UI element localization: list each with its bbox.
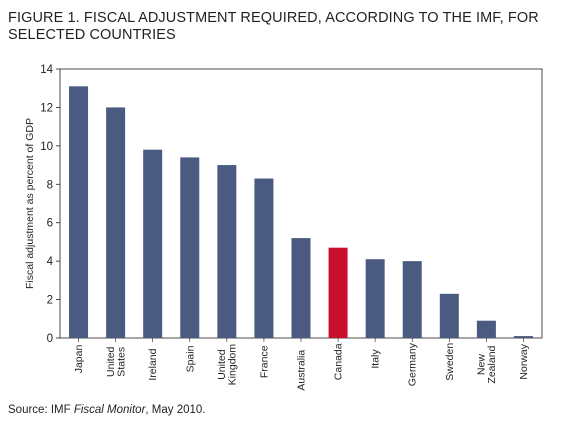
x-tick-label-line: Sweden bbox=[444, 343, 456, 381]
x-tick-label-line: Germany bbox=[407, 342, 419, 386]
bar bbox=[217, 165, 237, 338]
x-tick-label-line: France bbox=[258, 345, 270, 378]
x-tick-label-line: Kingdom bbox=[227, 344, 239, 386]
y-tick-label: 14 bbox=[40, 64, 53, 76]
y-tick-label: 10 bbox=[40, 141, 53, 153]
x-tick-label: Norway bbox=[518, 343, 530, 379]
x-tick-label-line: States bbox=[115, 347, 127, 377]
bar bbox=[69, 86, 89, 339]
x-tick-label: Germany bbox=[407, 342, 419, 386]
x-tick-label: Australia bbox=[296, 350, 308, 391]
x-tick-label: Italy bbox=[370, 349, 382, 369]
y-axis-label: Fiscal adjustment as percent of GDP bbox=[24, 118, 36, 289]
y-tick-label: 12 bbox=[40, 102, 53, 114]
x-tick-label-line: United bbox=[105, 346, 117, 377]
bar bbox=[439, 293, 459, 338]
x-tick-label-line: Canada bbox=[333, 343, 345, 380]
bar bbox=[476, 320, 496, 338]
y-tick-label: 8 bbox=[47, 179, 53, 191]
x-tick-label: Ireland bbox=[147, 348, 159, 380]
x-tick-label-line: Italy bbox=[370, 349, 382, 369]
bar bbox=[328, 247, 348, 338]
x-tick-label-line: Spain bbox=[184, 345, 196, 372]
x-tick-label-line: Japan bbox=[73, 345, 85, 374]
x-tick-label-line: Zealand bbox=[486, 345, 498, 383]
y-tick-label: 0 bbox=[47, 333, 53, 345]
bar bbox=[513, 336, 533, 338]
bar bbox=[180, 157, 200, 338]
x-tick-label: Spain bbox=[184, 345, 196, 372]
x-tick-label: Japan bbox=[73, 345, 85, 374]
source-suffix: , May 2010. bbox=[145, 404, 206, 416]
x-tick-label-line: New bbox=[476, 354, 488, 375]
x-tick-label: Sweden bbox=[444, 343, 456, 381]
chart-title: FIGURE 1. FISCAL ADJUSTMENT REQUIRED, AC… bbox=[8, 10, 539, 43]
x-tick-label-line: Norway bbox=[518, 343, 530, 379]
bar bbox=[402, 261, 422, 338]
x-tick-label: France bbox=[258, 345, 270, 378]
x-tick-label-line: Australia bbox=[296, 350, 308, 391]
x-tick-label: Canada bbox=[333, 343, 345, 380]
bar bbox=[143, 149, 163, 338]
bar bbox=[254, 178, 274, 338]
source-note: Source: IMF Fiscal Monitor, May 2010. bbox=[8, 403, 206, 417]
source-publication: Fiscal Monitor bbox=[73, 404, 146, 416]
x-tick-label-line: Ireland bbox=[147, 348, 159, 380]
bar bbox=[106, 107, 126, 338]
source-prefix: Source: IMF bbox=[8, 404, 74, 416]
x-tick-label-line: United bbox=[216, 349, 228, 380]
bar bbox=[291, 238, 311, 338]
y-tick-label: 6 bbox=[47, 218, 53, 230]
y-tick-label: 4 bbox=[47, 256, 54, 268]
x-tick-label: UnitedStates bbox=[105, 346, 128, 377]
bar bbox=[365, 259, 385, 338]
x-tick-label: NewZealand bbox=[476, 345, 499, 383]
y-tick-label: 2 bbox=[47, 295, 53, 307]
x-tick-label: UnitedKingdom bbox=[216, 344, 239, 386]
